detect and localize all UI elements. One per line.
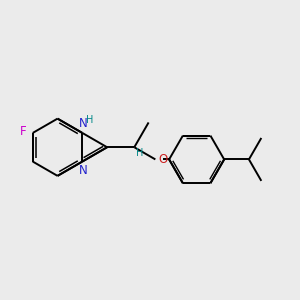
- Text: H: H: [86, 115, 93, 125]
- Text: N: N: [79, 164, 87, 177]
- Text: O: O: [158, 153, 167, 166]
- Text: H: H: [136, 148, 143, 158]
- Text: F: F: [20, 125, 26, 138]
- Text: N: N: [79, 117, 87, 130]
